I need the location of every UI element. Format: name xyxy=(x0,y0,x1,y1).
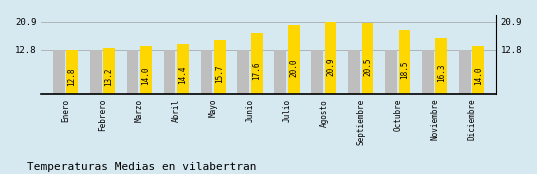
Text: 12.8: 12.8 xyxy=(68,68,76,86)
Text: 18.5: 18.5 xyxy=(400,61,409,79)
Bar xyxy=(473,46,484,94)
Text: 15.7: 15.7 xyxy=(215,64,224,83)
Bar xyxy=(385,50,397,94)
Bar xyxy=(325,22,337,94)
Bar xyxy=(66,50,78,94)
Bar xyxy=(288,25,300,94)
Text: 14.0: 14.0 xyxy=(474,66,483,85)
Text: 14.0: 14.0 xyxy=(141,66,150,85)
Text: 20.5: 20.5 xyxy=(363,58,372,76)
Bar xyxy=(90,50,101,94)
Text: 20.0: 20.0 xyxy=(289,58,298,77)
Text: 17.6: 17.6 xyxy=(252,62,261,80)
Bar xyxy=(127,50,139,94)
Bar xyxy=(103,48,115,94)
Bar xyxy=(398,30,410,94)
Bar xyxy=(237,50,249,94)
Bar xyxy=(177,44,188,94)
Bar xyxy=(200,50,212,94)
Bar xyxy=(214,40,226,94)
Text: Temperaturas Medias en vilabertran: Temperaturas Medias en vilabertran xyxy=(27,162,256,172)
Text: 13.2: 13.2 xyxy=(105,67,113,86)
Text: 16.3: 16.3 xyxy=(437,63,446,82)
Bar xyxy=(349,50,360,94)
Bar xyxy=(53,50,64,94)
Bar xyxy=(251,33,263,94)
Text: 20.9: 20.9 xyxy=(326,57,335,76)
Bar xyxy=(361,23,373,94)
Bar xyxy=(140,46,152,94)
Bar xyxy=(436,38,447,94)
Bar xyxy=(422,50,434,94)
Bar xyxy=(459,50,471,94)
Bar xyxy=(164,50,176,94)
Text: 14.4: 14.4 xyxy=(178,66,187,84)
Bar xyxy=(311,50,323,94)
Bar xyxy=(274,50,286,94)
